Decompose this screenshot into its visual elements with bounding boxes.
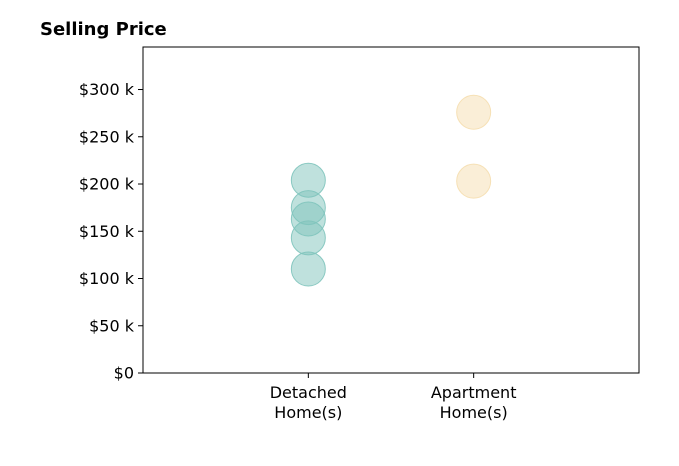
y-tick-label: $200 k bbox=[79, 175, 135, 194]
x-axis: Detached Home(s) Apartment Home(s) bbox=[270, 373, 517, 422]
y-axis: $0 $50 k $100 k $150 k $200 k $250 k $300 k bbox=[79, 80, 143, 383]
x-tick-label: Detached Home(s) bbox=[270, 383, 347, 422]
y-tick-label: $250 k bbox=[79, 127, 135, 146]
y-tick-label: $300 k bbox=[79, 80, 135, 99]
x-tick-label: Apartment Home(s) bbox=[431, 383, 517, 422]
data-point bbox=[456, 163, 492, 199]
data-point bbox=[290, 251, 326, 287]
plot-area bbox=[142, 46, 640, 374]
y-tick-label: $50 k bbox=[89, 316, 135, 335]
plot-frame bbox=[142, 46, 640, 374]
y-tick-label: $150 k bbox=[79, 222, 135, 241]
data-point bbox=[290, 162, 326, 198]
y-tick-label: $0 bbox=[114, 364, 134, 383]
chart-title: Selling Price bbox=[40, 19, 167, 40]
y-tick-label: $100 k bbox=[79, 269, 135, 288]
data-point bbox=[456, 94, 492, 130]
data-points bbox=[290, 94, 492, 287]
